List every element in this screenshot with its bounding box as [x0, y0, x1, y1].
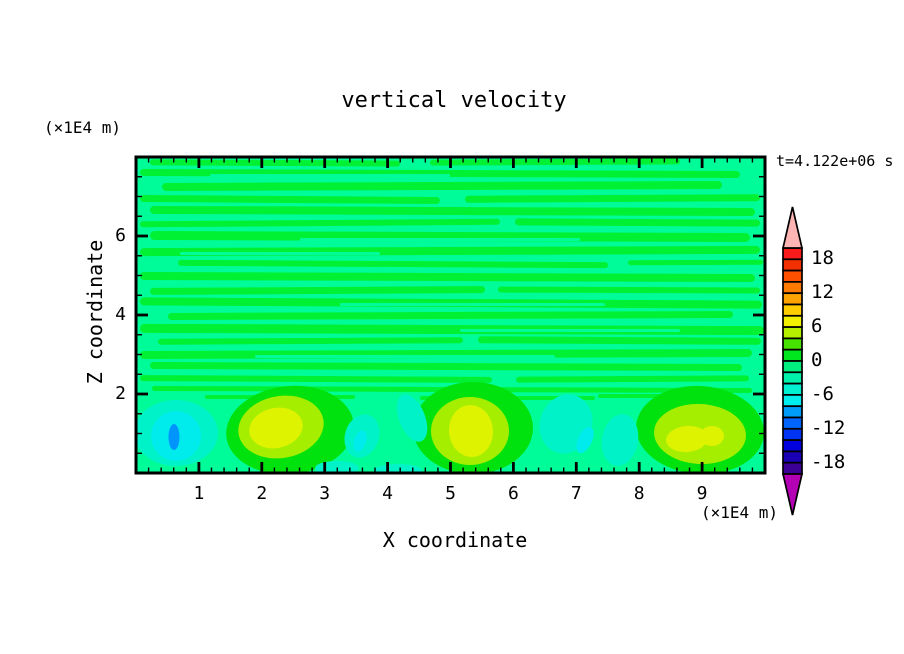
colorbar-under-arrow — [781, 473, 804, 516]
colorbar-tick-label: -12 — [811, 416, 846, 439]
plot-title: vertical velocity — [341, 88, 567, 113]
x-tick-label: 1 — [193, 483, 205, 504]
colorbar-tick-label: 0 — [811, 349, 823, 371]
x-axis-unit: (×1E4 m) — [700, 503, 778, 522]
colorbar-segments — [782, 247, 803, 475]
z-tick-label: 4 — [115, 304, 126, 325]
colorbar-tick-label: -18 — [811, 450, 846, 473]
x-tick-label: 4 — [382, 483, 394, 504]
x-tick-label: 8 — [633, 483, 645, 504]
x-tick-label: 9 — [696, 483, 708, 504]
x-tick-label: 7 — [570, 483, 582, 504]
time-annotation: t=4.122e+06 s — [776, 152, 894, 170]
axis-ticks — [136, 157, 767, 473]
contour-streaks — [140, 158, 764, 400]
x-tick-label: 6 — [507, 483, 519, 504]
x-tick-label: 5 — [445, 483, 456, 504]
colorbar-tick-label: 18 — [811, 247, 834, 270]
x-axis-title: X coordinate — [382, 528, 528, 552]
contour-features — [136, 382, 764, 473]
x-tick-label: 2 — [256, 483, 268, 504]
colorbar-tick-label: 6 — [811, 315, 823, 338]
z-tick-label: 6 — [115, 225, 126, 246]
colorbar-over-arrow — [781, 206, 804, 249]
z-axis-unit: (×1E4 m) — [44, 118, 122, 137]
colorbar-tick-label: -6 — [811, 382, 834, 405]
z-tick-label: 2 — [115, 383, 126, 404]
colorbar-tick-label: 12 — [811, 281, 834, 304]
x-tick-label: 3 — [319, 483, 331, 504]
